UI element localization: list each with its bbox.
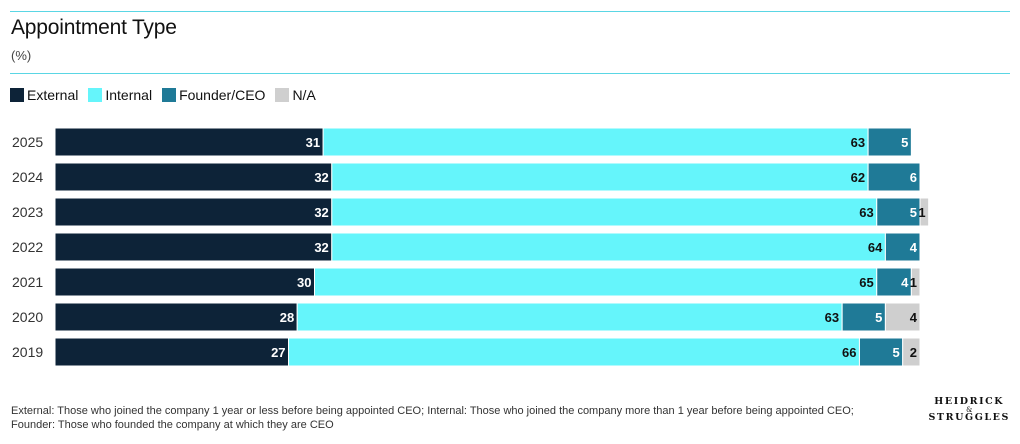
bar-external-2025 [54,127,324,157]
chart-title: Appointment Type [11,16,177,39]
data-label-internal-2023: 63 [859,205,873,220]
bar-internal-2020 [296,302,843,332]
data-label-internal-2019: 66 [842,345,856,360]
bar-n-a-2021 [910,267,921,297]
y-tick-label-2019: 2019 [12,344,43,360]
bar-n-a-2019 [902,337,921,367]
bar-founder-ceo-2024 [867,162,921,192]
data-label-founder-ceo-2021: 4 [901,275,909,290]
bar-internal-2025 [322,127,869,157]
data-label-internal-2020: 63 [825,310,839,325]
bar-external-2020 [54,302,298,332]
y-tick-label-2022: 2022 [12,239,43,255]
y-tick-label-2023: 2023 [12,204,43,220]
legend-swatch-founder-ceo [162,88,177,102]
legend-label-external: External [27,87,79,103]
data-label-external-2022: 32 [314,240,328,255]
legend-item-internal: Internal [88,87,152,103]
legend-swatch-internal [88,88,103,102]
top-rule [10,11,1010,12]
data-label-external-2019: 27 [271,345,285,360]
data-label-founder-ceo-2024: 6 [910,170,917,185]
data-label-internal-2025: 63 [851,135,865,150]
logo-ampersand: & [966,406,973,414]
heidrick-struggles-logo: HEIDRICK & STRUGGLES [928,397,1010,423]
bar-external-2019 [54,337,290,367]
bar-external-2022 [54,232,333,262]
bar-internal-2019 [288,337,860,367]
bar-n-a-2023 [919,197,930,227]
y-tick-label-2024: 2024 [12,169,43,185]
logo-line-1: HEIDRICK [934,396,1005,407]
legend-item-na: N/A [275,87,316,103]
logo-line-2: STRUGGLES [928,412,1010,423]
data-label-internal-2021: 65 [859,275,873,290]
data-label-founder-ceo-2022: 4 [910,240,918,255]
data-label-external-2020: 28 [280,310,294,325]
bar-internal-2021 [314,267,878,297]
legend-item-external: External [10,87,78,103]
data-label-internal-2022: 64 [868,240,883,255]
y-tick-label-2021: 2021 [12,274,43,290]
bar-founder-ceo-2023 [876,197,921,227]
chart-subtitle: (%) [11,48,32,63]
data-label-n-a-2019: 2 [910,345,917,360]
footnote: External: Those who joined the company 1… [11,405,854,431]
y-tick-label-2025: 2025 [12,134,43,150]
data-label-external-2021: 30 [297,275,311,290]
chart-legend: External Internal Founder/CEO N/A [10,87,326,103]
data-label-external-2023: 32 [314,205,328,220]
y-tick-label-2020: 2020 [12,309,43,325]
bar-external-2024 [54,162,333,192]
bar-external-2023 [54,197,333,227]
bar-n-a-2020 [884,302,921,332]
legend-label-na: N/A [292,87,316,103]
data-label-n-a-2023: 1 [918,205,925,220]
bar-founder-ceo-2025 [867,127,912,157]
header-rule [10,73,1010,74]
bar-founder-ceo-2021 [876,267,912,297]
data-label-founder-ceo-2020: 5 [875,310,882,325]
bar-founder-ceo-2019 [858,337,904,367]
legend-item-founder-ceo: Founder/CEO [162,87,265,103]
legend-swatch-external [10,88,24,102]
bar-internal-2024 [331,162,869,192]
bar-founder-ceo-2020 [841,302,886,332]
bar-founder-ceo-2022 [884,232,921,262]
data-label-n-a-2021: 1 [910,275,917,290]
legend-label-internal: Internal [105,87,153,103]
bar-external-2021 [54,267,315,297]
data-label-founder-ceo-2023: 5 [910,205,917,220]
legend-swatch-na [275,88,290,102]
data-label-founder-ceo-2019: 5 [892,345,899,360]
data-label-founder-ceo-2025: 5 [901,135,908,150]
data-label-external-2024: 32 [314,170,328,185]
data-label-internal-2024: 62 [851,170,865,185]
data-label-external-2025: 31 [306,135,320,150]
legend-label-founder-ceo: Founder/CEO [179,87,266,103]
bar-internal-2023 [331,197,878,227]
data-label-n-a-2020: 4 [910,310,918,325]
bar-internal-2022 [331,232,886,262]
